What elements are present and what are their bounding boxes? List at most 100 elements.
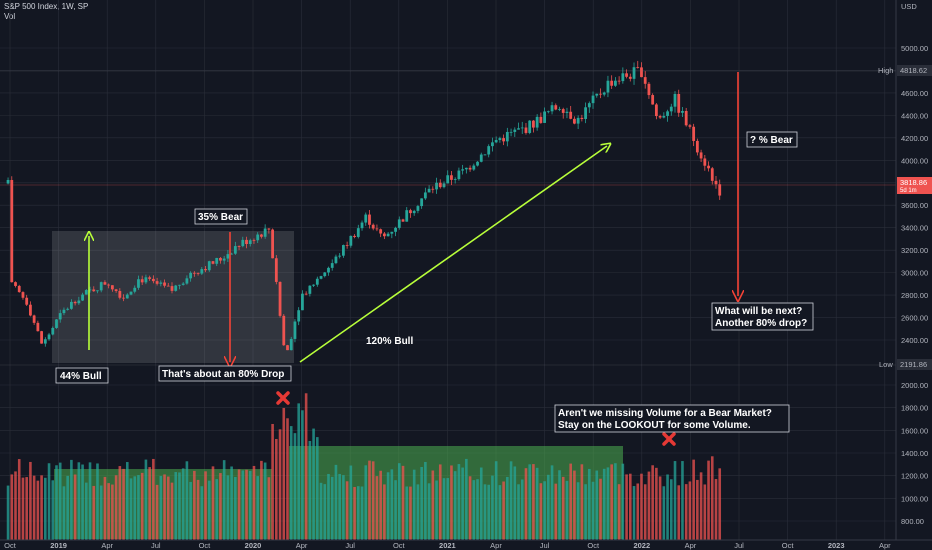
candle-body	[66, 308, 70, 310]
volume-tick-label: 1800.00	[901, 404, 928, 413]
candle-body	[416, 206, 420, 211]
volume-bar	[263, 462, 267, 540]
volume-bar	[51, 480, 55, 540]
volume-bar	[330, 476, 334, 540]
svg-text:That's about an 80% Drop: That's about an 80% Drop	[162, 369, 284, 380]
volume-bar	[6, 485, 10, 540]
price-tick-label: 4600.00	[901, 89, 928, 98]
candle-body	[457, 170, 461, 180]
volume-bar	[99, 485, 103, 540]
candle-body	[513, 129, 517, 132]
candle-body	[505, 131, 509, 142]
time-tick-label: Oct	[587, 541, 600, 550]
volume-bar	[260, 460, 263, 540]
volume-bar	[193, 470, 196, 540]
volume-bar	[498, 485, 502, 540]
candle-body	[431, 188, 435, 190]
candle-body	[565, 111, 569, 113]
volume-bar	[140, 472, 144, 540]
volume-bar	[714, 479, 718, 540]
candle-body	[99, 282, 103, 291]
candle-body	[125, 294, 129, 299]
volume-bar	[565, 480, 569, 540]
volume-bar	[319, 482, 323, 540]
annotation-35-bear: 35% Bear	[194, 208, 248, 225]
candle-body	[617, 80, 621, 82]
volume-bar	[40, 475, 43, 540]
volume-bar	[248, 470, 252, 540]
candle-body	[371, 224, 375, 229]
volume-bar	[301, 410, 304, 540]
volume-bar	[32, 475, 36, 540]
candle-body	[151, 278, 155, 282]
volume-bar	[88, 462, 92, 540]
candle-body	[278, 281, 282, 316]
candle-body	[103, 282, 107, 285]
volume-bar	[438, 464, 442, 540]
volume-bar	[211, 466, 215, 540]
volume-bar	[692, 459, 695, 540]
volume-bar	[237, 469, 241, 540]
candle-body	[580, 117, 584, 119]
candle-body	[312, 284, 315, 286]
volume-bar	[461, 467, 464, 540]
volume-bar	[245, 469, 248, 540]
time-tick-label: Oct	[393, 541, 406, 550]
volume-bar	[655, 467, 658, 540]
volume-bar	[66, 475, 69, 540]
volume-bar	[342, 475, 345, 540]
candle-body	[405, 210, 409, 222]
candle-body	[468, 167, 472, 170]
volume-bar	[174, 472, 178, 540]
candle-body	[293, 321, 297, 339]
volume-bar	[375, 476, 379, 540]
candle-body	[651, 95, 655, 105]
candle-body	[476, 161, 479, 166]
annotation-missing-volume: Aren't we missing Volume for a Bear Mark…	[554, 404, 790, 433]
volume-bar	[636, 483, 640, 540]
time-tick-label: Apr	[296, 541, 308, 550]
svg-text:High: High	[878, 66, 893, 75]
candle-body	[584, 107, 587, 119]
candle-body	[677, 94, 681, 113]
candle-body	[472, 165, 476, 170]
candle-body	[159, 282, 163, 284]
volume-bar	[602, 468, 606, 540]
volume-bar	[431, 470, 435, 540]
price-tick-label: 4000.00	[901, 156, 928, 165]
volume-bar	[632, 486, 636, 540]
candle-body	[155, 281, 159, 284]
volume-bar	[289, 426, 293, 540]
volume-bar	[371, 461, 375, 540]
svg-text:Another 80% drop?: Another 80% drop?	[715, 318, 807, 329]
volume-bar	[137, 475, 140, 540]
candle-body	[96, 290, 99, 292]
candle-body	[315, 278, 319, 285]
candle-body	[43, 339, 47, 344]
volume-bar	[625, 474, 628, 540]
candle-body	[260, 234, 263, 237]
candle-body	[628, 76, 632, 79]
candle-body	[133, 287, 137, 292]
currency-label: USD	[901, 2, 917, 11]
volume-bar	[36, 480, 40, 540]
candle-body	[360, 222, 364, 229]
candle-body	[256, 234, 260, 241]
volume-bar	[204, 471, 207, 540]
volume-bar	[96, 463, 99, 540]
volume-bar	[364, 465, 368, 540]
svg-text:? % Bear: ? % Bear	[750, 135, 793, 146]
volume-bar	[561, 476, 565, 540]
candle-body	[282, 315, 286, 346]
candle-body	[40, 331, 43, 344]
candle-body	[185, 278, 189, 284]
candle-body	[118, 291, 122, 298]
candle-body	[662, 115, 666, 118]
candle-body	[341, 245, 345, 256]
volume-bar	[539, 483, 543, 540]
volume-bar	[479, 467, 483, 540]
price-tick-label: 3000.00	[901, 269, 928, 278]
candle-body	[491, 142, 494, 147]
svg-text:35% Bear: 35% Bear	[198, 212, 243, 223]
